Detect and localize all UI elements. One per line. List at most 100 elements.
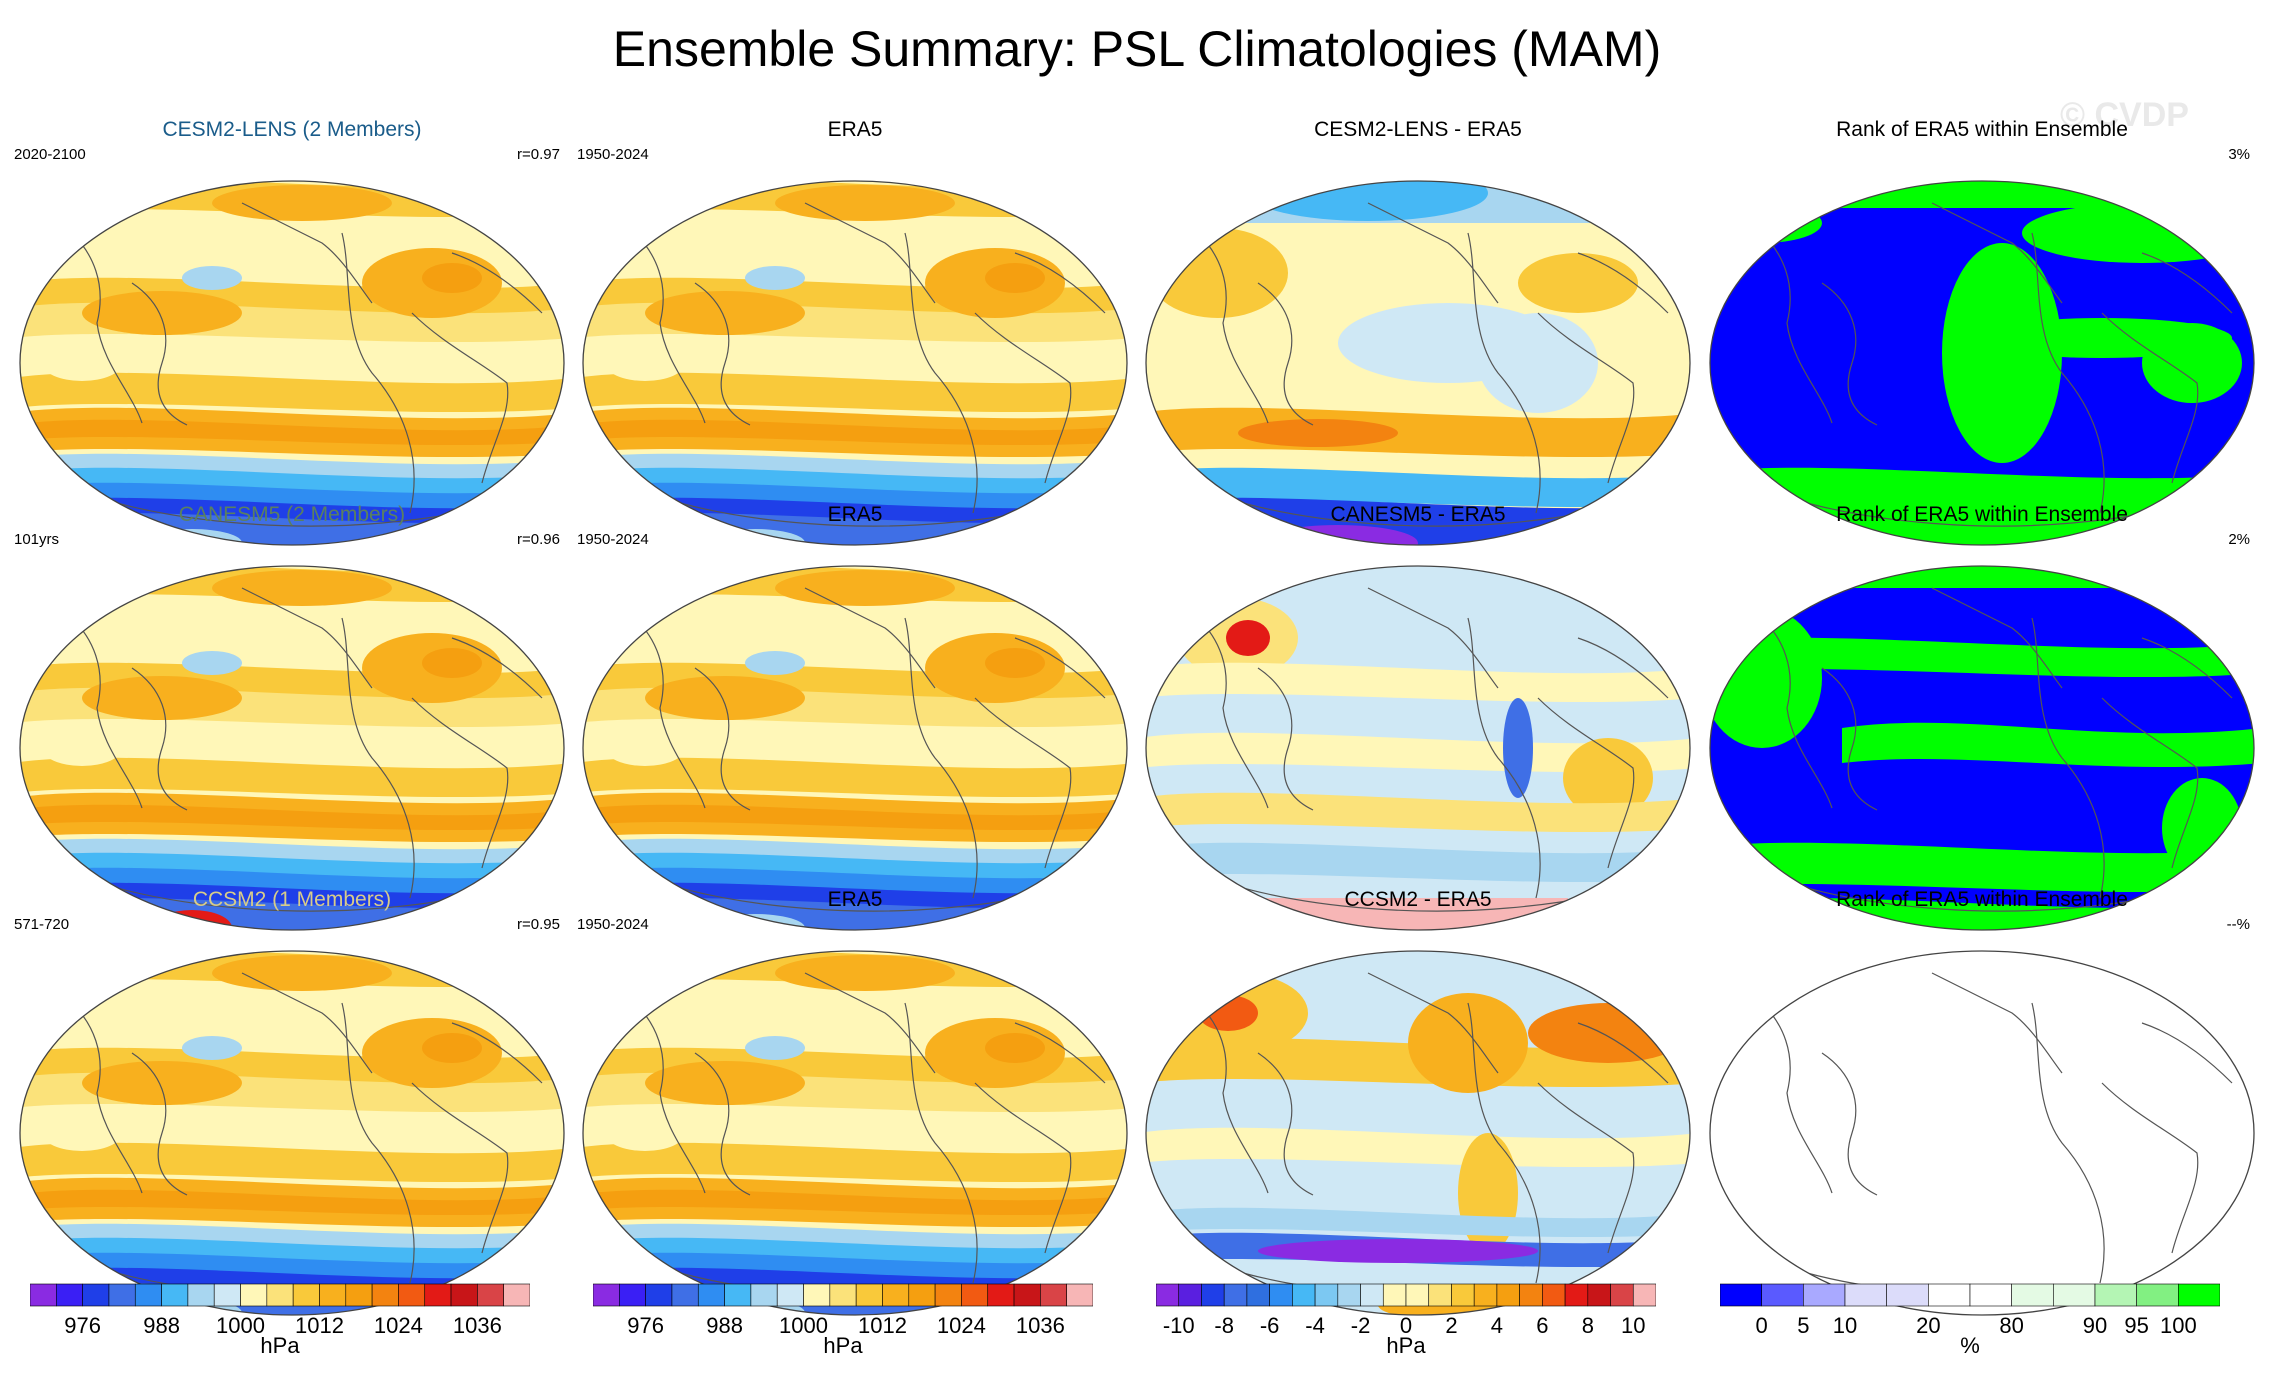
colorbar-2-swatch xyxy=(645,1283,673,1307)
row2-obs-map-border xyxy=(582,565,1128,931)
colorbar-2: 976 988 1000 1012 1024 1036 hPa xyxy=(593,1283,1093,1358)
colorbar-2-unit: hPa xyxy=(823,1333,863,1358)
colorbar-2-swatches xyxy=(593,1283,1093,1307)
colorbar-1-tick-label: 1012 xyxy=(294,1313,344,1338)
colorbar-1-tick-label: 1000 xyxy=(216,1313,265,1338)
colorbar-2-swatch xyxy=(593,1283,620,1307)
colorbar-4-swatch xyxy=(2094,1283,2137,1307)
row1-rank-map-border xyxy=(1709,180,2255,546)
colorbar-3-swatch xyxy=(1382,1283,1407,1307)
colorbar-4-unit: % xyxy=(1960,1333,1980,1358)
colorbar-1-swatch xyxy=(56,1283,83,1307)
row3-obs-title: ERA5 xyxy=(827,888,883,911)
row1-obs-period: 1950-2024 xyxy=(577,146,649,163)
colorbar-1-tick-label: 1036 xyxy=(452,1313,502,1338)
colorbar-4-swatches xyxy=(1720,1283,2220,1307)
row3-rank-field xyxy=(1710,951,2254,1315)
colorbar-4-swatch xyxy=(1720,1283,1762,1307)
colorbar-2-swatch xyxy=(829,1283,857,1307)
colorbar-3-swatch xyxy=(1428,1283,1452,1307)
colorbar-4-tick-label: 20 xyxy=(1916,1313,1941,1338)
colorbar-2-swatch xyxy=(803,1283,831,1307)
colorbar-3-swatch xyxy=(1269,1283,1293,1307)
row2-rank-percent: 2% xyxy=(2228,531,2250,548)
row3-diff-panel: CCSM2 - ERA5 xyxy=(1138,888,1698,1316)
colorbar-4-swatch xyxy=(2178,1283,2220,1307)
colorbar-1-swatch xyxy=(424,1283,452,1307)
colorbar-3-swatch xyxy=(1496,1283,1520,1307)
colorbar-2-swatch xyxy=(619,1283,646,1307)
row2-rank-map-border xyxy=(1709,565,2255,931)
row1-rank-title: Rank of ERA5 within Ensemble xyxy=(1836,118,2128,141)
row1-rank-panel: Rank of ERA5 within Ensemble 3% xyxy=(1702,118,2262,546)
row1-diff-title: CESM2-LENS - ERA5 xyxy=(1314,118,1522,141)
row2-rank-panel: Rank of ERA5 within Ensemble 2% xyxy=(1702,503,2262,931)
row1-obs-panel: ERA5 1950-2024 xyxy=(575,118,1135,546)
colorbar-2-swatch xyxy=(724,1283,752,1307)
colorbar-3-tick-label: 6 xyxy=(1536,1313,1549,1338)
colorbar-3-swatch xyxy=(1405,1283,1430,1307)
colorbar-4-swatch xyxy=(2011,1283,2054,1307)
row3-rank-panel: Rank of ERA5 within Ensemble --% xyxy=(1702,888,2262,1316)
colorbar-4-swatch xyxy=(1886,1283,1929,1307)
row1-diff-map xyxy=(1145,180,1691,546)
colorbar-1-swatch xyxy=(108,1283,136,1307)
colorbar-3-tick-label: 0 xyxy=(1399,1313,1413,1338)
row3-obs-map-border xyxy=(582,950,1128,1316)
colorbar-3-tick-label: -10 xyxy=(1162,1313,1195,1338)
colorbar-4-swatch xyxy=(1803,1283,1846,1307)
colorbar-2-swatch xyxy=(855,1283,883,1307)
colorbar-4-swatch xyxy=(1761,1283,1804,1307)
row2-rank-map xyxy=(1709,565,2255,931)
row2-model-panel: CANESM5 (2 Members) 101yrs r=0.96 xyxy=(12,503,572,931)
row3-obs-field xyxy=(583,951,1127,1315)
row2-diff-map-border xyxy=(1145,565,1691,931)
colorbar-4-tick-label: 5 xyxy=(1797,1313,1810,1338)
colorbar-3-tick-label: 10 xyxy=(1621,1313,1646,1338)
colorbar-4: 0 5 10 20 80 90 95 100% xyxy=(1720,1283,2220,1358)
row2-obs-map xyxy=(582,565,1128,931)
colorbar-3-swatch xyxy=(1314,1283,1339,1307)
colorbar-3-swatch xyxy=(1156,1283,1180,1307)
colorbar-1-swatch xyxy=(82,1283,110,1307)
row3-model-field xyxy=(20,951,564,1315)
colorbar-2-swatch xyxy=(776,1283,804,1307)
row3-diff-map-border xyxy=(1145,950,1691,1316)
colorbar-1-swatch xyxy=(371,1283,399,1307)
colorbar-4-swatch xyxy=(1928,1283,1971,1307)
colorbar-3-swatch xyxy=(1587,1283,1611,1307)
row2-obs-panel: ERA5 1950-2024 xyxy=(575,503,1135,931)
row3-rank-map xyxy=(1709,950,2255,1316)
colorbar-1-swatch xyxy=(187,1283,215,1307)
row2-diff-map xyxy=(1145,565,1691,931)
colorbar-1-swatch xyxy=(240,1283,268,1307)
colorbar-4-tick-label: 100 xyxy=(2159,1313,2197,1338)
row2-obs-period: 1950-2024 xyxy=(577,531,649,548)
row1-model-correlation: r=0.97 xyxy=(517,146,560,163)
row1-model-field xyxy=(20,181,564,545)
colorbar-3-tick-label: -8 xyxy=(1214,1313,1234,1338)
colorbar-3-swatch xyxy=(1519,1283,1543,1307)
colorbar-1-swatch xyxy=(450,1283,478,1307)
row2-diff-field xyxy=(1146,566,1690,930)
row2-rank-field xyxy=(1710,566,2254,930)
row1-model-map-border xyxy=(19,180,565,546)
row2-model-map-border xyxy=(19,565,565,931)
colorbar-3-tick-label: -6 xyxy=(1259,1313,1280,1338)
row3-obs-panel: ERA5 1950-2024 xyxy=(575,888,1135,1316)
row3-rank-map-border xyxy=(1709,950,2255,1316)
colorbar-1-swatch xyxy=(161,1283,189,1307)
row3-model-panel: CCSM2 (1 Members) 571-720 r=0.95 xyxy=(12,888,572,1316)
colorbar-3-swatch xyxy=(1337,1283,1361,1307)
colorbar-2-tick-label: 988 xyxy=(706,1313,743,1338)
colorbar-2-swatch xyxy=(882,1283,910,1307)
row2-diff-panel: CANESM5 - ERA5 xyxy=(1138,503,1698,931)
colorbar-4-swatch xyxy=(2136,1283,2179,1307)
figure-title: Ensemble Summary: PSL Climatologies (MAM… xyxy=(612,21,1662,77)
colorbar-1-swatch xyxy=(345,1283,373,1307)
row2-model-field xyxy=(20,566,564,930)
colorbar-3-swatch xyxy=(1360,1283,1384,1307)
cvdp-watermark: © CVDP xyxy=(2060,96,2189,134)
colorbar-3-swatch xyxy=(1632,1283,1656,1307)
colorbar-1-swatch xyxy=(30,1283,57,1307)
